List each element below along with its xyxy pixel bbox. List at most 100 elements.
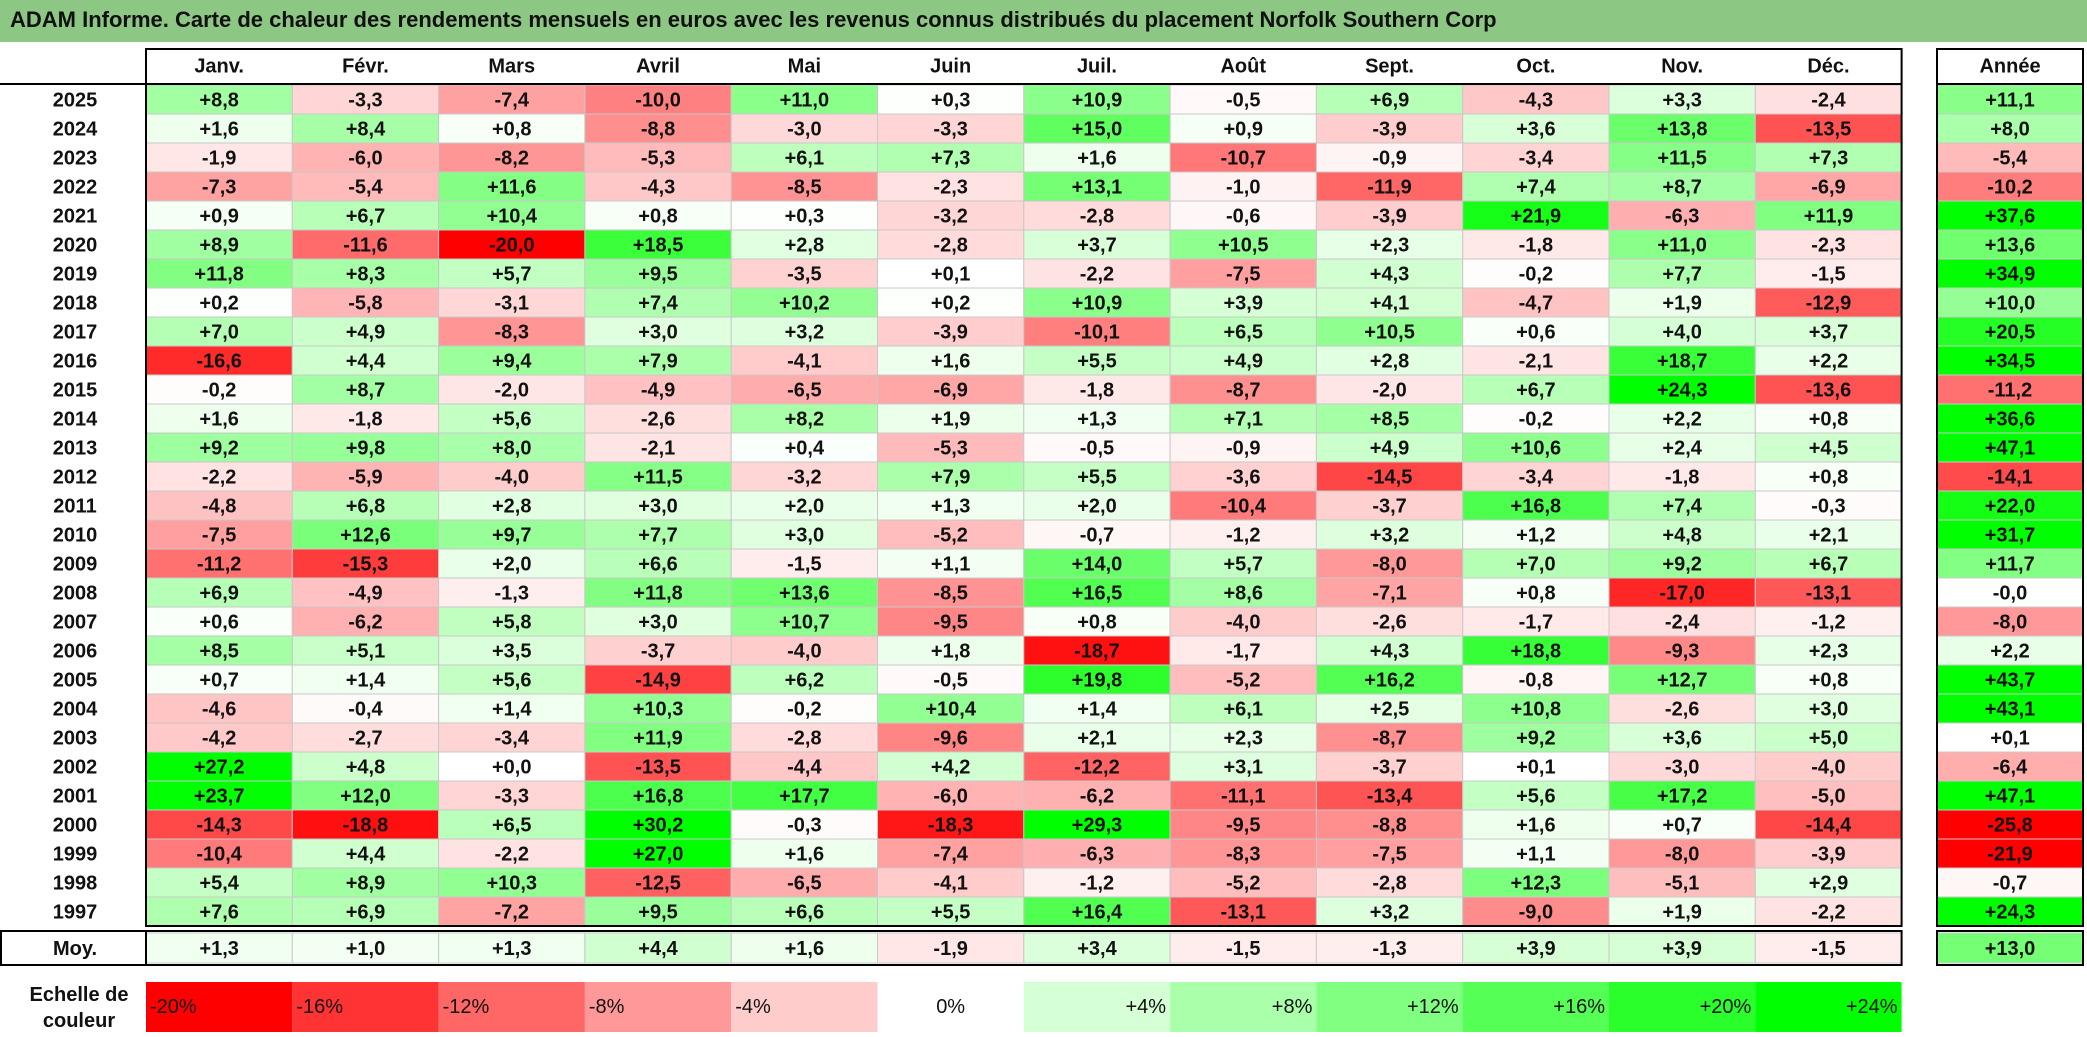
month-value-label: -8,5 (933, 583, 967, 605)
month-value-label: +6,6 (638, 554, 677, 576)
scale-stop-label: +12% (1407, 996, 1459, 1018)
month-value-label: -6,5 (787, 380, 821, 402)
month-value-label: -12,9 (1806, 293, 1852, 315)
month-value-label: +11,5 (1657, 148, 1707, 170)
month-value-label: -4,0 (1811, 757, 1845, 779)
month-value-label: +6,7 (346, 206, 385, 228)
month-value-label: -7,2 (495, 902, 529, 924)
annual-value-label: +43,7 (1985, 670, 2036, 692)
month-value-label: -14,3 (196, 815, 242, 837)
month-value-label: -2,7 (348, 728, 382, 750)
month-value-label: +24,3 (1657, 380, 1708, 402)
month-value-label: -0,7 (1080, 525, 1114, 547)
month-value-label: -1,5 (1811, 264, 1845, 286)
month-value-label: +10,4 (925, 699, 976, 721)
month-value-label: -0,6 (1226, 206, 1260, 228)
month-value-label: -5,2 (1226, 873, 1260, 895)
annual-value-label: -10,2 (1987, 177, 2033, 199)
month-value-label: +7,3 (931, 148, 970, 170)
year-label: 2000 (53, 815, 98, 837)
month-value-label: -1,8 (1519, 235, 1553, 257)
month-value-label: -2,2 (202, 467, 236, 489)
month-header: Sept. (1365, 56, 1414, 78)
month-value-label: -7,5 (202, 525, 236, 547)
month-value-label: +6,1 (785, 148, 824, 170)
year-label: 2012 (53, 467, 98, 489)
month-value-label: +0,8 (1809, 409, 1848, 431)
month-header: Juin (930, 56, 971, 78)
month-value-label: +2,8 (785, 235, 824, 257)
annual-value-label: -21,9 (1987, 844, 2033, 866)
month-value-label: -5,3 (933, 438, 967, 460)
annual-value-label: -14,1 (1987, 467, 2033, 489)
scale-stop-label: -12% (443, 996, 490, 1018)
average-value-label: +1,0 (346, 938, 385, 960)
month-value-label: +2,4 (1662, 438, 1702, 460)
month-value-label: +1,6 (199, 409, 238, 431)
month-value-label: +19,8 (1072, 670, 1123, 692)
month-value-label: -4,0 (1226, 612, 1260, 634)
month-value-label: +17,2 (1657, 786, 1708, 808)
month-value-label: +8,5 (1370, 409, 1409, 431)
year-label: 2020 (53, 235, 98, 257)
average-value-label: -1,5 (1226, 938, 1260, 960)
year-label: 2018 (53, 293, 98, 315)
month-value-label: +7,9 (931, 467, 970, 489)
month-value-label: -11,9 (1367, 177, 1411, 199)
month-value-label: -9,5 (933, 612, 967, 634)
average-value-label: +1,3 (199, 938, 238, 960)
month-value-label: -2,8 (1372, 873, 1406, 895)
month-value-label: -12,5 (635, 873, 681, 895)
month-value-label: +2,1 (1077, 728, 1116, 750)
annual-value-label: +22,0 (1985, 496, 2036, 518)
year-label: 1997 (53, 902, 98, 924)
month-value-label: -3,3 (933, 119, 967, 141)
month-value-label: -4,9 (641, 380, 675, 402)
month-value-label: +5,4 (199, 873, 239, 895)
month-value-label: +1,9 (1662, 293, 1701, 315)
month-value-label: -1,5 (787, 554, 821, 576)
month-header: Juil. (1077, 56, 1117, 78)
year-label: 2025 (53, 90, 98, 112)
average-value-label: +4,4 (638, 938, 678, 960)
month-value-label: +2,8 (492, 496, 531, 518)
month-value-label: -4,7 (1519, 293, 1553, 315)
month-value-label: +10,8 (1511, 699, 1562, 721)
annual-value-label: +13,6 (1985, 235, 2036, 257)
month-value-label: -0,9 (1372, 148, 1406, 170)
month-value-label: +0,3 (931, 90, 970, 112)
month-value-label: +4,4 (346, 844, 386, 866)
month-value-label: +23,7 (194, 786, 245, 808)
month-value-label: +3,0 (638, 322, 677, 344)
month-value-label: -20,0 (489, 235, 535, 257)
month-value-label: -13,4 (1367, 786, 1413, 808)
month-value-label: -8,7 (1226, 380, 1260, 402)
month-value-label: +16,8 (633, 786, 684, 808)
year-label: 2010 (53, 525, 98, 547)
month-value-label: +7,4 (1516, 177, 1556, 199)
month-value-label: -16,6 (196, 351, 242, 373)
month-value-label: -1,3 (495, 583, 529, 605)
month-value-label: -6,0 (348, 148, 382, 170)
month-value-label: -3,2 (933, 206, 967, 228)
year-label: 2006 (53, 641, 98, 663)
month-value-label: +0,1 (931, 264, 970, 286)
month-value-label: +18,5 (633, 235, 684, 257)
average-label: Moy. (53, 938, 97, 960)
month-header: Mars (488, 56, 535, 78)
year-label: 2021 (53, 206, 98, 228)
month-value-label: +4,5 (1809, 438, 1848, 460)
annual-value-label: -11,2 (1988, 380, 2032, 402)
month-value-label: +0,9 (1224, 119, 1263, 141)
month-value-label: +1,2 (1516, 525, 1555, 547)
month-value-label: +4,8 (1662, 525, 1701, 547)
month-value-label: +5,5 (931, 902, 970, 924)
average-value-label: +3,9 (1516, 938, 1555, 960)
month-value-label: +2,0 (1077, 496, 1116, 518)
month-value-label: -3,4 (495, 728, 530, 750)
month-value-label: -3,9 (1372, 206, 1406, 228)
month-value-label: +1,6 (1516, 815, 1555, 837)
month-value-label: +10,6 (1511, 438, 1562, 460)
month-value-label: +4,1 (1370, 293, 1409, 315)
